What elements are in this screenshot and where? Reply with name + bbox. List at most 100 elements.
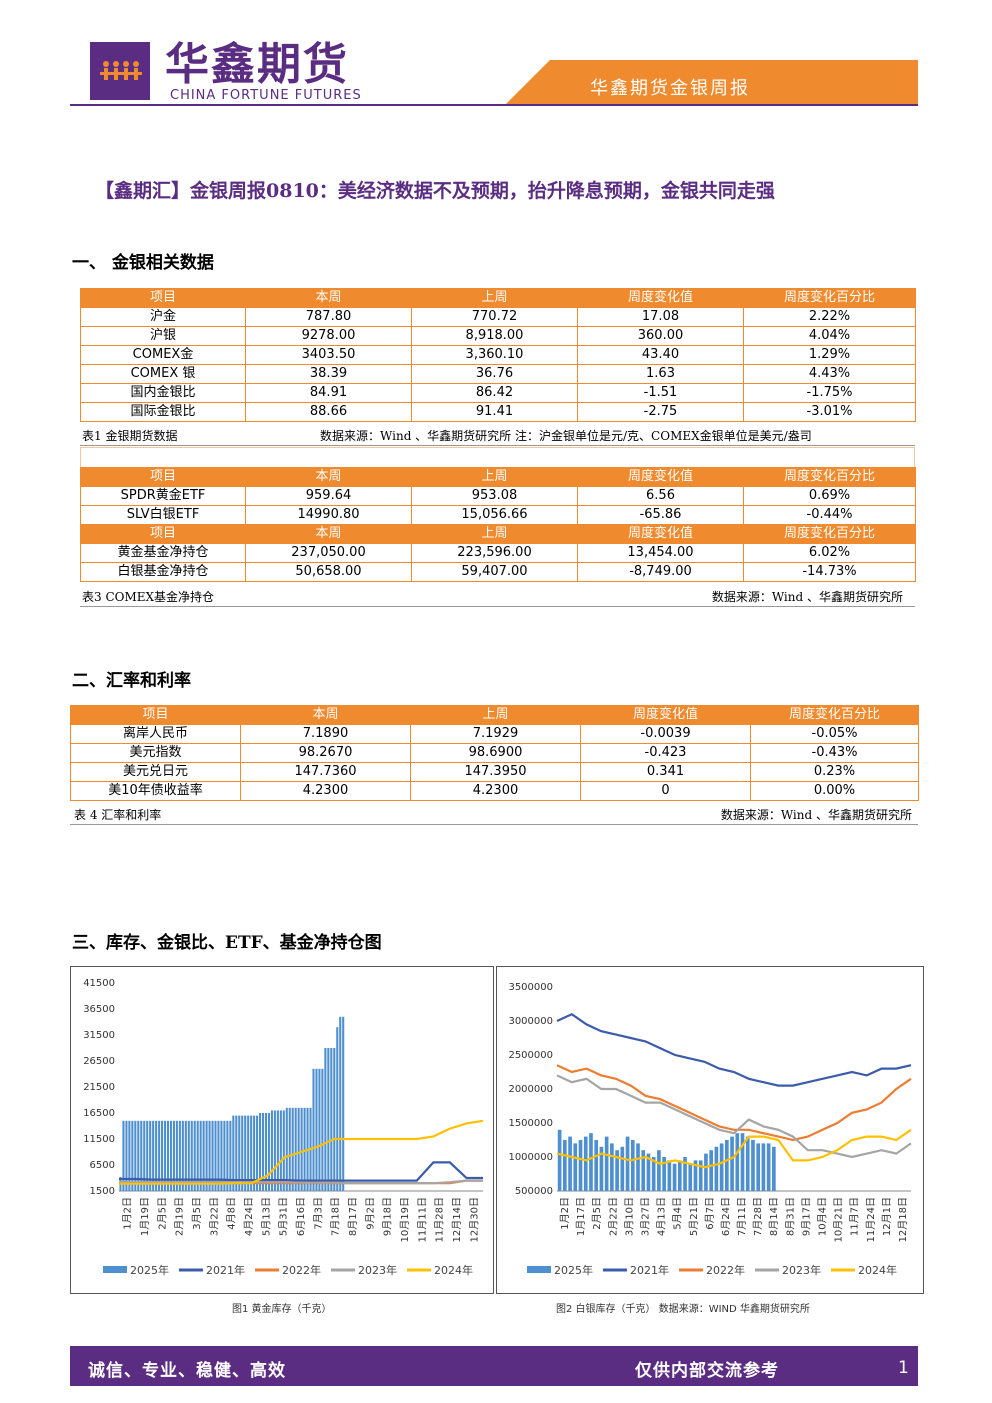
bar-2025年 xyxy=(698,1160,703,1191)
x-tick-label: 2月5日 xyxy=(591,1197,603,1230)
table-cell: 360.00 xyxy=(577,326,744,346)
x-tick-label: 5月4日 xyxy=(672,1197,684,1230)
bar-2025年 xyxy=(276,1110,279,1191)
brand-name-cn: 华鑫期货 xyxy=(165,39,349,90)
series-line-2022年 xyxy=(556,1064,912,1142)
row-label: 国内金银比 xyxy=(80,383,246,403)
bar-2025年 xyxy=(279,1110,282,1191)
table-cell: 9278.00 xyxy=(245,326,412,346)
table-cell: 0 xyxy=(580,781,751,801)
caption-right: 数据来源：Wind 、华鑫期货研究所 xyxy=(720,808,912,822)
bar-2025年 xyxy=(756,1143,761,1191)
bar-2025年 xyxy=(217,1120,220,1191)
row-label: 沪银 xyxy=(80,326,246,346)
column-header: 项目 xyxy=(80,288,246,308)
bar-2025年 xyxy=(161,1120,164,1191)
bar-2025年 xyxy=(166,1120,170,1191)
table-cell: -1.75% xyxy=(743,383,916,403)
y-tick-label: 11500 xyxy=(83,1134,115,1145)
bar-2025年 xyxy=(568,1136,572,1191)
bar-2025年 xyxy=(672,1163,677,1191)
bar-2025年 xyxy=(315,1068,318,1191)
x-tick-label: 10月21日 xyxy=(833,1197,845,1242)
table-cell: 1.63 xyxy=(577,364,744,384)
bar-2025年 xyxy=(604,1136,609,1191)
bar-2025年 xyxy=(625,1136,630,1191)
table-row: 美10年债收益率 4.2300 4.2300 0 0.00% xyxy=(70,781,919,801)
x-tick-label: 11月7日 xyxy=(849,1197,861,1236)
row-label: 沪金 xyxy=(80,307,246,327)
legend-swatch xyxy=(103,1266,127,1273)
y-tick-label: 500000 xyxy=(515,1186,553,1197)
table-header-row: 项目 本周 上周 周度变化值 周度变化百分比 xyxy=(70,705,919,725)
x-tick-label: 9月2日 xyxy=(364,1197,376,1230)
bar-2025年 xyxy=(704,1153,708,1191)
bar-2025年 xyxy=(772,1146,776,1191)
bar-2025年 xyxy=(196,1120,199,1191)
section-heading-1: 一、 金银相关数据 xyxy=(72,253,214,273)
table-cell: -0.423 xyxy=(580,743,751,763)
bar-2025年 xyxy=(719,1143,724,1191)
legend-label: 2024年 xyxy=(434,1263,473,1277)
bar-2025年 xyxy=(131,1120,134,1191)
table-spacer xyxy=(80,447,915,467)
x-tick-label: 4月8日 xyxy=(226,1197,238,1230)
table-cell: 4.2300 xyxy=(410,781,581,801)
x-tick-label: 1月17日 xyxy=(575,1197,587,1236)
x-tick-label: 12月30日 xyxy=(468,1197,480,1242)
legend-label: 2022年 xyxy=(706,1263,745,1277)
row-label: 国际金银比 xyxy=(80,402,246,422)
column-header: 周度变化值 xyxy=(577,288,744,308)
column-header: 周度变化百分比 xyxy=(743,288,916,308)
x-tick-label: 5月21日 xyxy=(688,1197,700,1236)
bar-2025年 xyxy=(740,1133,745,1191)
column-header: 本周 xyxy=(245,467,412,487)
x-tick-label: 1月2日 xyxy=(122,1197,134,1230)
x-tick-label: 3月5日 xyxy=(191,1197,203,1230)
table-cell: 59,407.00 xyxy=(411,562,578,582)
bar-2025年 xyxy=(330,1048,333,1191)
bar-2025年 xyxy=(273,1110,276,1191)
table-cell: -65.86 xyxy=(577,505,744,525)
table-cell: -0.0039 xyxy=(580,724,751,744)
column-header: 项目 xyxy=(80,524,246,544)
bar-2025年 xyxy=(620,1146,625,1191)
bar-2025年 xyxy=(288,1107,291,1191)
footer-disclaimer: 仅供内部交流参考 xyxy=(635,1361,779,1381)
column-header: 项目 xyxy=(70,705,241,725)
caption-left: 表1 金银期货数据 xyxy=(82,429,178,443)
row-label: 白银基金净持仓 xyxy=(80,562,246,582)
chart-canvas: 41500 36500 31500 26500 21500 16500 11500 6500 1… xyxy=(83,978,484,1277)
table-cell: 1.29% xyxy=(743,345,916,365)
y-tick-label: 16500 xyxy=(83,1108,115,1119)
bar-2025年 xyxy=(226,1120,229,1191)
row-label: 离岸人民币 xyxy=(70,724,241,744)
table-cell: 4.04% xyxy=(743,326,916,346)
table-header-row: 项目 本周 上周 周度变化值 周度变化百分比 xyxy=(80,288,916,308)
table-cell: -0.44% xyxy=(743,505,916,525)
bar-2025年 xyxy=(615,1150,619,1191)
series-line-2021年 xyxy=(556,1012,912,1087)
bar-2025年 xyxy=(641,1150,646,1191)
bar-2025年 xyxy=(250,1115,253,1191)
bar-2025年 xyxy=(155,1120,158,1191)
bar-2025年 xyxy=(589,1133,593,1191)
x-tick-label: 1月2日 xyxy=(559,1197,571,1230)
bar-2025年 xyxy=(651,1157,656,1191)
table-row: 国内金银比 84.91 86.42 -1.51 -1.75% xyxy=(80,383,916,403)
x-tick-label: 3月22日 xyxy=(208,1197,220,1236)
bar-2025年 xyxy=(169,1120,173,1191)
table-cell: 959.64 xyxy=(245,486,412,506)
bar-2025年 xyxy=(636,1143,640,1191)
bar-2025年 xyxy=(193,1120,196,1191)
table-cell: 7.1890 xyxy=(240,724,411,744)
column-header: 周度变化值 xyxy=(580,705,751,725)
gold-silver-futures-table: 项目 本周 上周 周度变化值 周度变化百分比 沪金 787.80 770.72 17.08 2.… xyxy=(80,288,916,422)
table-cell: 4.2300 xyxy=(240,781,411,801)
column-header: 上周 xyxy=(411,467,578,487)
x-tick-label: 2月19日 xyxy=(174,1197,186,1236)
bar-2025年 xyxy=(573,1143,578,1191)
bar-2025年 xyxy=(583,1136,588,1191)
table-row: 黄金基金净持仓 237,050.00 223,596.00 13,454.00 6.02… xyxy=(80,543,916,563)
bar-2025年 xyxy=(134,1120,137,1191)
